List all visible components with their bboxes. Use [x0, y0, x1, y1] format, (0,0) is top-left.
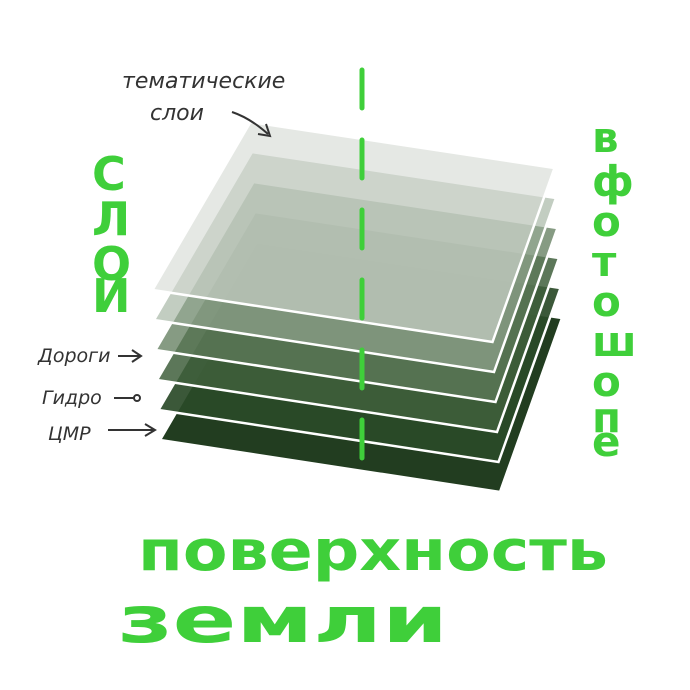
thematic-arrow-icon	[231, 111, 272, 138]
left-title-letter: О	[92, 237, 131, 291]
right-title: в ф о т о ш о п е	[592, 113, 637, 466]
dem-label: ЦМР	[48, 423, 91, 445]
hydro-arrow-icon	[114, 394, 141, 402]
right-title-letter: о	[592, 277, 621, 326]
roads-label: Дороги	[37, 345, 110, 367]
left-title-letter: И	[92, 269, 131, 323]
bottom-line2: земли	[118, 584, 448, 658]
right-title-letter: т	[592, 237, 617, 286]
hydro-label: Гидро	[42, 387, 102, 409]
roads-arrow-icon	[118, 349, 143, 363]
left-title: С Л О И	[92, 147, 131, 323]
right-title-letter: е	[592, 417, 621, 466]
dem-arrow-icon	[108, 423, 157, 437]
left-title-letter: Л	[92, 192, 130, 246]
right-title-letter: п	[592, 393, 621, 442]
right-title-letter: о	[592, 197, 621, 246]
right-title-letter: о	[592, 357, 621, 406]
right-title-letter: ф	[592, 157, 634, 206]
layer-stack	[150, 120, 564, 494]
thematic-label-line1: тематические	[122, 69, 285, 94]
bottom-line1: поверхность	[138, 519, 608, 584]
right-title-letter: ш	[592, 317, 637, 366]
right-title-letter: в	[592, 113, 619, 162]
map-layer	[150, 120, 557, 344]
thematic-label-line2: слои	[150, 101, 204, 126]
left-title-letter: С	[92, 147, 126, 201]
